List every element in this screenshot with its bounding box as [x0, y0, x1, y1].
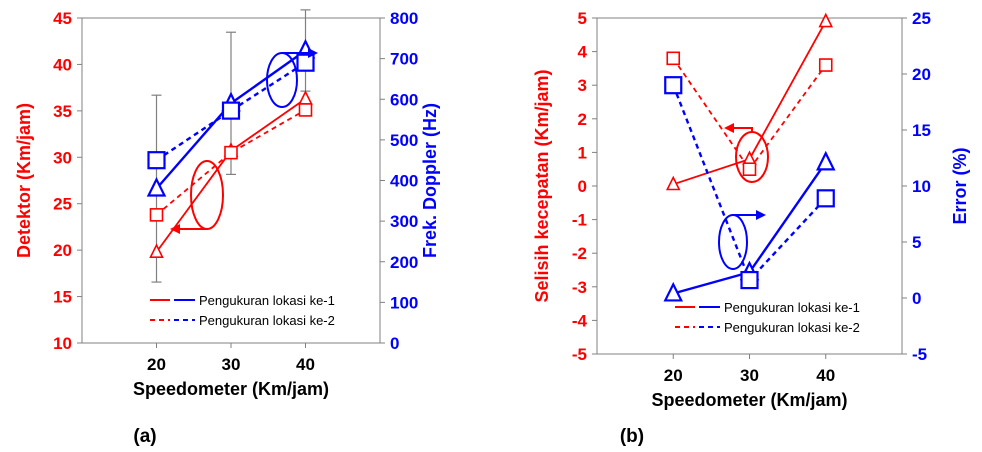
left-tick-label: 3	[578, 76, 587, 95]
right-tick-label: 700	[390, 50, 418, 69]
x-tick-label: 30	[222, 355, 241, 374]
series-point-triangle-blue	[663, 281, 684, 302]
right-tick-label: 0	[390, 334, 399, 353]
series-point-square-blue	[816, 189, 835, 208]
right-axis-label: Frek. Doppler (Hz)	[420, 103, 440, 258]
x-axis-label: Speedometer (Km/jam)	[651, 390, 847, 410]
left-tick-label: -2	[572, 244, 587, 263]
series-line-blue-dashed	[155, 61, 307, 162]
legend-entry: Pengukuran lokasi ke-1	[724, 300, 860, 315]
left-tick-label: -4	[572, 311, 588, 330]
panel-b-chart: -5 -4 -3 -2 -1 0 1 2 3 4 5 -5 0 5 10 15 20 25 20 30 40 Speedo…	[532, 9, 970, 447]
left-tick-label: 40	[53, 55, 72, 74]
left-tick-label: 25	[53, 195, 72, 214]
legend-entry: Pengukuran lokasi ke-1	[199, 293, 335, 308]
left-tick-label: -3	[572, 278, 587, 297]
series-point-square-blue	[221, 101, 241, 120]
right-tick-label: 400	[390, 172, 418, 191]
right-tick-label: 500	[390, 131, 418, 150]
x-tick-label: 40	[296, 355, 315, 374]
arrow-head	[756, 210, 766, 220]
series-point-triangle-red	[298, 90, 313, 105]
series-point-square-blue	[740, 270, 759, 290]
legend-entry: Pengukuran lokasi ke-2	[724, 320, 860, 335]
left-tick-label: 4	[578, 43, 588, 62]
series-point-square-red	[818, 58, 833, 72]
annotation-ellipse-red	[190, 160, 224, 230]
series-point-square-red	[298, 103, 313, 117]
right-tick-label: 20	[912, 65, 931, 84]
series-point-square-red	[742, 162, 757, 176]
right-tick-label: 5	[912, 233, 921, 252]
left-tick-label: 5	[578, 9, 587, 28]
right-tick-label: -5	[912, 345, 927, 364]
left-tick-label: 2	[578, 110, 587, 129]
right-axis-label: Error (%)	[950, 147, 970, 224]
x-axis-label: Speedometer (Km/jam)	[133, 379, 329, 399]
series-point-triangle-red	[149, 243, 164, 258]
right-tick-label: 300	[390, 212, 418, 231]
right-tick-label: 10	[912, 177, 931, 196]
right-tick-label: 600	[390, 90, 418, 109]
right-tick-label: 0	[912, 289, 921, 308]
series-point-square-blue	[147, 151, 166, 170]
right-tick-label: 100	[390, 293, 418, 312]
panel-label: (a)	[133, 426, 156, 447]
annotation-ellipse-blue	[718, 214, 748, 270]
x-tick-label: 20	[664, 366, 683, 385]
left-tick-label: 0	[578, 177, 587, 196]
left-tick-label: 15	[53, 288, 72, 307]
left-tick-label: -5	[572, 345, 587, 364]
x-tick-label: 20	[147, 355, 166, 374]
left-tick-label: 30	[53, 148, 72, 167]
series-line-red-dashed	[672, 57, 827, 171]
right-tick-label: 200	[390, 253, 418, 272]
series-point-square-blue	[664, 76, 683, 95]
panel-a-chart: 10 15 20 25 30 35 40 45 0 100 200 300 400 500 600 700 80…	[14, 9, 440, 447]
x-tick-label: 30	[740, 366, 759, 385]
series-point-triangle-red	[665, 175, 681, 191]
series-point-triangle-red	[818, 12, 834, 28]
left-axis-label: Selisih kecepatan (Km/jam)	[532, 69, 552, 302]
right-tick-label: 800	[390, 9, 418, 28]
annotation-arrow-red	[734, 127, 753, 132]
arrow-head	[308, 48, 318, 58]
series-point-square-blue	[296, 53, 315, 72]
legend-entry: Pengukuran lokasi ke-2	[199, 313, 335, 328]
right-tick-label: 25	[912, 9, 931, 28]
series-point-triangle-blue	[815, 150, 836, 171]
series-line-red-dashed	[155, 109, 306, 216]
left-axis-label: Detektor (Km/jam)	[14, 103, 34, 258]
series-point-square-red	[149, 208, 164, 222]
series-point-square-red	[666, 51, 681, 66]
arrow-head	[170, 224, 180, 234]
left-tick-label: -1	[572, 211, 587, 230]
left-tick-label: 1	[578, 143, 587, 162]
left-tick-label: 35	[53, 102, 72, 121]
series-point-triangle-blue	[146, 176, 167, 197]
left-tick-label: 20	[53, 241, 72, 260]
arrow-head	[724, 123, 734, 133]
right-tick-label: 15	[912, 121, 931, 140]
annotation-ellipse-blue	[266, 52, 298, 108]
panel-label: (b)	[620, 426, 644, 447]
left-tick-label: 10	[53, 334, 72, 353]
left-tick-label: 45	[53, 9, 72, 28]
series-point-square-red	[224, 145, 238, 160]
x-tick-label: 40	[816, 366, 835, 385]
